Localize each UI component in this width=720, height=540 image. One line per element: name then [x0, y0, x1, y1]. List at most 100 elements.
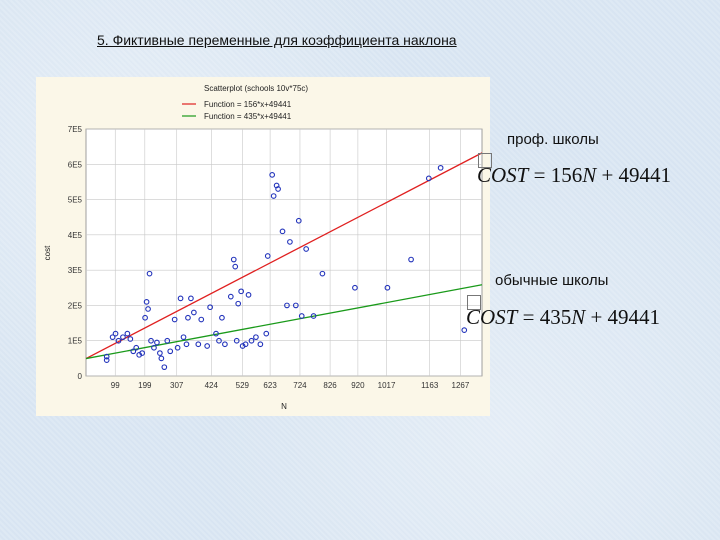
data-point — [384, 284, 391, 291]
data-point — [238, 288, 244, 295]
legend-entry-red: Function = 156*x+49441 — [204, 100, 292, 109]
formula-regular: COST = 435N + 49441 — [466, 295, 661, 330]
data-point — [115, 337, 122, 344]
data-point — [310, 313, 317, 319]
y-tick-label: 1E5 — [68, 337, 83, 346]
data-point — [279, 228, 286, 235]
x-tick-label: 1267 — [452, 381, 470, 390]
data-point — [232, 263, 239, 270]
data-point — [235, 300, 242, 307]
data-point — [352, 284, 358, 291]
data-point — [127, 336, 134, 342]
data-point — [275, 186, 281, 192]
data-point — [109, 334, 116, 341]
data-point — [191, 309, 197, 316]
data-point — [139, 350, 145, 356]
data-point — [103, 357, 110, 363]
data-point — [287, 239, 293, 245]
data-point — [461, 327, 468, 333]
data-point — [437, 164, 444, 171]
data-point — [248, 337, 255, 344]
formula-tail: + 49441 — [596, 163, 672, 187]
data-point — [143, 299, 150, 305]
scatterplot-panel: Scatterplot (schools 10v*75c) Function =… — [36, 77, 490, 416]
data-point — [204, 343, 211, 349]
data-point — [171, 316, 178, 323]
y-tick-label: 2E5 — [68, 301, 83, 310]
data-point — [148, 337, 154, 344]
data-point — [233, 337, 240, 344]
x-tick-label: 724 — [293, 381, 307, 390]
formula-var: N — [582, 163, 597, 187]
data-point — [216, 337, 222, 344]
data-point — [263, 330, 270, 337]
data-point — [177, 295, 184, 302]
x-tick-label: 99 — [111, 381, 120, 390]
data-point — [112, 330, 119, 337]
data-point — [264, 253, 271, 259]
data-point — [219, 314, 225, 321]
data-point — [284, 302, 290, 309]
label-regular-schools: обычные школы — [495, 272, 609, 289]
x-tick-label: 307 — [170, 381, 184, 390]
data-point — [167, 348, 174, 355]
formula-var: N — [571, 305, 586, 329]
x-axis-label: N — [281, 402, 287, 411]
x-tick-label: 623 — [263, 381, 277, 390]
missing-glyph-icon — [467, 295, 481, 310]
data-point — [133, 344, 140, 351]
plot-area — [85, 128, 483, 377]
data-point — [174, 344, 181, 351]
data-point — [269, 172, 276, 178]
data-point — [198, 316, 205, 323]
y-axis-ticks: 0 1E5 2E5 3E5 4E5 5E5 6E5 7E5 — [68, 125, 83, 381]
formula-coef: = 435 — [517, 305, 572, 329]
missing-glyph-icon — [478, 153, 492, 168]
y-tick-label: 5E5 — [68, 196, 83, 205]
data-point — [253, 334, 259, 341]
formula-tail: + 49441 — [585, 305, 661, 329]
y-tick-label: 7E5 — [68, 125, 83, 134]
data-point — [103, 353, 110, 360]
x-tick-label: 424 — [205, 381, 219, 390]
scatterplot: Scatterplot (schools 10v*75c) Function =… — [43, 84, 483, 411]
formula-prof: COST = 156N + 49441 — [477, 153, 672, 188]
data-point — [142, 314, 148, 321]
data-point — [151, 344, 157, 351]
x-tick-label: 826 — [323, 381, 337, 390]
data-point — [183, 341, 190, 348]
x-tick-label: 920 — [351, 381, 365, 390]
chart-legend: Scatterplot (schools 10v*75c) Function =… — [182, 84, 308, 121]
y-tick-label: 6E5 — [68, 160, 83, 169]
data-point — [188, 295, 194, 302]
data-point — [164, 337, 171, 344]
data-point — [124, 330, 131, 337]
data-point — [303, 246, 310, 252]
y-tick-label: 0 — [78, 372, 83, 381]
x-axis-ticks: 99 199 307 424 529 623 724 826 920 1017 1163 1267 — [111, 381, 470, 390]
data-point — [180, 334, 187, 341]
data-points — [103, 164, 468, 371]
data-point — [213, 330, 219, 337]
data-point — [158, 355, 165, 362]
x-tick-label: 529 — [236, 381, 250, 390]
data-point — [222, 341, 228, 348]
data-point — [245, 291, 252, 298]
data-point — [295, 217, 302, 224]
x-tick-label: 199 — [138, 381, 152, 390]
legend-entry-green: Function = 435*x+49441 — [204, 112, 292, 121]
data-point — [319, 270, 326, 277]
data-point — [146, 270, 153, 277]
data-point — [195, 341, 202, 348]
data-point — [207, 304, 213, 311]
data-point — [185, 314, 191, 321]
data-point — [230, 256, 237, 263]
data-point — [257, 341, 264, 348]
y-axis-label: cost — [43, 245, 52, 260]
data-point — [227, 293, 234, 300]
y-tick-label: 4E5 — [68, 231, 83, 240]
fit-line-1 — [85, 152, 483, 360]
data-point — [408, 256, 414, 263]
data-point — [120, 334, 126, 341]
label-prof-schools: проф. школы — [507, 131, 599, 148]
